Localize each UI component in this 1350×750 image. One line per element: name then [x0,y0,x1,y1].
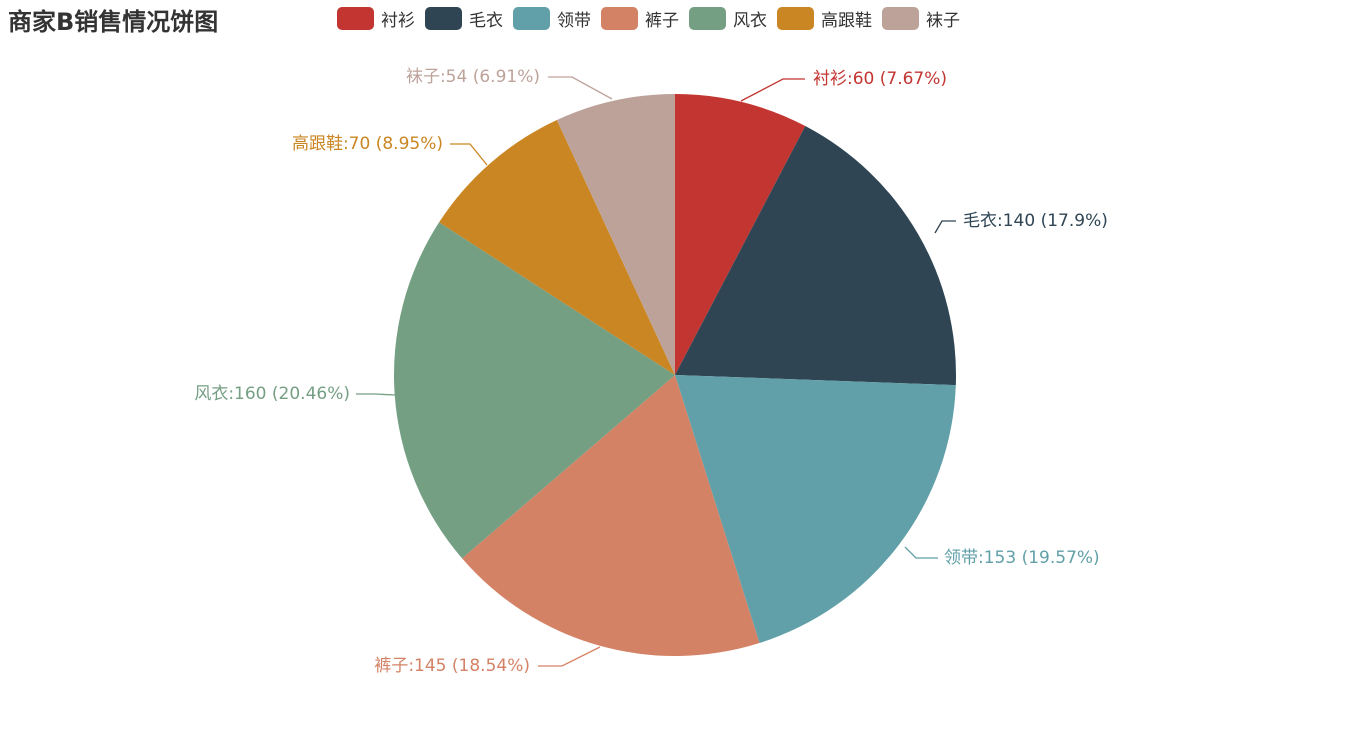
label-leader-high-heels [450,143,488,166]
pie-slice-pants[interactable] [462,375,760,656]
pie-slice-trench-coat[interactable] [394,222,675,559]
legend-label-sweater: 毛衣 [469,11,503,31]
legend-item-sweater[interactable]: 毛衣 [425,6,503,31]
legend-swatch-tie [513,7,550,30]
legend-item-shirt[interactable]: 衬衫 [337,6,415,31]
legend-item-high-heels[interactable]: 高跟鞋 [777,6,872,31]
legend-item-trench-coat[interactable]: 风衣 [689,6,767,31]
legend-item-socks[interactable]: 袜子 [882,6,960,31]
data-label-tie: 领带:153 (19.57%) [944,548,1100,568]
legend-swatch-socks [882,7,919,30]
data-label-pants: 裤子:145 (18.54%) [374,656,530,676]
legend-item-tie[interactable]: 领带 [513,6,591,31]
legend-swatch-pants [601,7,638,30]
pie-slice-high-heels[interactable] [439,120,675,375]
data-label-high-heels: 高跟鞋:70 (8.95%) [292,134,443,154]
pie-slice-tie[interactable] [675,375,956,644]
chart-title: 商家B销售情况饼图 [8,8,219,36]
label-leader-trench-coat [356,393,396,396]
legend-label-socks: 袜子 [926,11,960,31]
pie-slice-shirt[interactable] [675,94,806,375]
legend-label-trench-coat: 风衣 [733,11,767,31]
label-leader-sweater [934,220,956,234]
legend-label-high-heels: 高跟鞋 [821,11,872,31]
data-label-socks: 袜子:54 (6.91%) [406,67,540,87]
legend-label-pants: 裤子 [645,11,679,31]
pie-slice-sweater[interactable] [675,126,956,386]
legend-swatch-sweater [425,7,462,30]
legend-item-pants[interactable]: 裤子 [601,6,679,31]
legend: 衬衫 毛衣 领带 裤子 风衣 高跟鞋 袜子 [337,6,970,31]
data-label-trench-coat: 风衣:160 (20.46%) [194,384,350,404]
data-label-shirt: 衬衫:60 (7.67%) [813,69,947,89]
legend-label-tie: 领带 [557,11,591,31]
label-leader-pants [538,646,601,667]
label-leader-socks [548,76,613,100]
pie-slice-socks[interactable] [556,94,675,375]
data-label-sweater: 毛衣:140 (17.9%) [963,211,1108,231]
legend-label-shirt: 衬衫 [381,11,415,31]
label-leader-shirt [740,78,805,102]
label-leader-tie [904,546,938,559]
legend-swatch-trench-coat [689,7,726,30]
legend-swatch-shirt [337,7,374,30]
legend-swatch-high-heels [777,7,814,30]
